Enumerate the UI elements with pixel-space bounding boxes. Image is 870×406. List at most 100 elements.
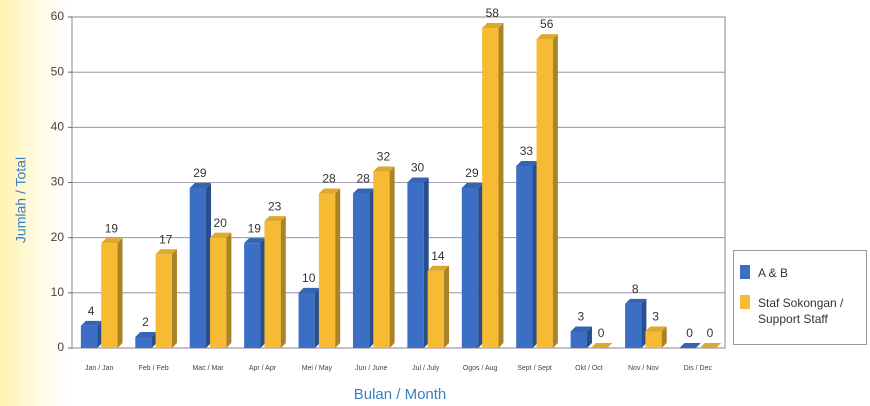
x-tick-label: Sept / Sept: [517, 365, 552, 372]
bar: [461, 188, 479, 348]
bar: [427, 270, 445, 348]
data-label: 29: [193, 166, 207, 180]
bar: [298, 292, 315, 348]
data-label: 58: [486, 6, 500, 20]
bar-top: [244, 238, 266, 244]
data-label: 14: [431, 249, 445, 263]
legend-label: A & B: [758, 266, 789, 280]
bar-side: [389, 166, 395, 348]
bar: [101, 243, 118, 348]
bar-side: [423, 177, 429, 348]
legend-swatch: [740, 265, 750, 279]
x-tick-label: Mei / May: [302, 365, 333, 372]
bar-top: [155, 249, 177, 255]
bar-side: [206, 183, 212, 348]
data-label: 28: [322, 172, 336, 186]
bar-top: [135, 331, 157, 337]
x-tick-label: Apr / Apr: [249, 365, 277, 372]
legend-item: Staf Sokongan / Support Staff: [740, 295, 858, 327]
data-label: 19: [248, 221, 262, 235]
bar-top: [645, 326, 667, 332]
legend-label: Staf Sokongan / Support Staff: [758, 296, 844, 326]
data-label: 8: [632, 282, 639, 296]
y-axis-title: Jumlah / Total: [13, 157, 29, 243]
x-tick-label: Okt / Oct: [575, 365, 603, 372]
bar-top: [210, 232, 232, 238]
bar-top: [516, 160, 538, 166]
bar: [135, 336, 152, 348]
bar-side: [280, 216, 286, 348]
bar: [570, 331, 587, 348]
data-label: 29: [465, 166, 479, 180]
y-tick-label: 30: [51, 175, 65, 189]
data-label: 17: [159, 232, 173, 246]
bar: [482, 28, 499, 349]
bar-side: [498, 23, 504, 349]
bar: [352, 193, 370, 348]
bar-top: [536, 34, 558, 40]
data-label: 30: [411, 161, 425, 175]
data-label: 33: [520, 144, 534, 158]
bar-top: [482, 23, 504, 29]
bar: [516, 165, 533, 348]
y-tick-label: 50: [51, 64, 65, 78]
y-tick-label: 40: [51, 120, 65, 134]
bar-side: [552, 34, 558, 349]
bar: [318, 193, 336, 348]
bar-side: [661, 326, 667, 348]
bar-top: [264, 216, 286, 222]
bar: [210, 237, 227, 348]
bar-top: [189, 183, 212, 189]
y-tick-label: 0: [57, 340, 64, 354]
x-tick-label: Ogos / Aug: [463, 365, 498, 372]
x-axis-title: Bulan / Month: [354, 386, 447, 403]
data-label: 56: [540, 17, 554, 31]
data-label: 10: [302, 271, 316, 285]
y-tick-label: 20: [51, 230, 65, 244]
data-label: 3: [577, 310, 584, 324]
x-tick-label: Nov / Nov: [628, 365, 659, 372]
x-tick-label: Jan / Jan: [85, 365, 114, 372]
bar: [536, 39, 553, 349]
data-label: 28: [356, 172, 370, 186]
data-label: 0: [707, 326, 714, 340]
bar-top: [298, 287, 320, 293]
data-label: 32: [377, 150, 391, 164]
bar: [244, 243, 261, 348]
data-label: 20: [214, 216, 228, 230]
data-label: 0: [598, 326, 605, 340]
bar-top: [590, 343, 613, 348]
bar-side: [532, 160, 538, 348]
bar-top: [407, 177, 429, 183]
bar-top: [80, 320, 103, 326]
data-label: 19: [105, 221, 119, 235]
bar: [373, 171, 390, 348]
bar-side: [260, 238, 266, 348]
bar-top: [461, 183, 484, 189]
bar-side: [171, 249, 177, 348]
bar: [645, 331, 662, 348]
bar-side: [314, 287, 320, 348]
x-tick-label: Feb / Feb: [139, 365, 169, 372]
x-tick-label: Jul / July: [412, 365, 440, 372]
bar-side: [369, 188, 375, 348]
bar-side: [586, 326, 592, 348]
bar-side: [641, 298, 647, 348]
x-tick-label: Dis / Dec: [684, 365, 713, 372]
bar: [407, 182, 424, 348]
data-label: 2: [142, 315, 149, 329]
bar-side: [117, 238, 123, 348]
legend-item: A & B: [740, 265, 858, 281]
bar-top: [427, 265, 450, 271]
bar-top: [373, 166, 395, 172]
bar: [625, 303, 642, 348]
x-tick-label: Jun / June: [355, 365, 387, 372]
bar: [155, 254, 172, 348]
y-tick-label: 60: [51, 9, 65, 23]
bar-side: [478, 183, 484, 348]
bar-top: [699, 343, 722, 348]
data-label: 3: [652, 310, 659, 324]
bar-side: [335, 188, 341, 348]
